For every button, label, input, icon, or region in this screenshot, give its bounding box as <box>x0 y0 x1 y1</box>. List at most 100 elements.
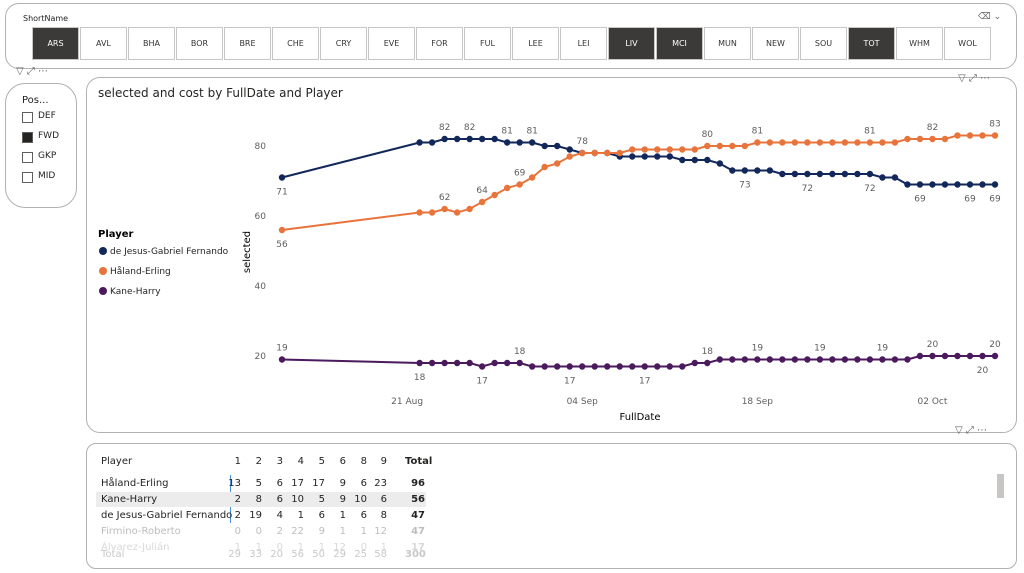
cell-value: 6 <box>276 494 283 505</box>
point <box>278 226 286 234</box>
checkbox[interactable] <box>22 152 33 163</box>
legend-marker <box>99 247 107 255</box>
point <box>966 352 974 360</box>
point <box>441 205 448 213</box>
visual-header[interactable]: ▽ ⤢ ⋯ <box>958 73 991 84</box>
data-label: 18 <box>702 347 714 357</box>
point <box>453 135 461 143</box>
point <box>891 139 899 146</box>
point <box>954 352 961 360</box>
point <box>866 170 874 178</box>
slicer-tools[interactable]: ⌫ ⌄ <box>978 12 1002 22</box>
slicer-button[interactable]: SOU <box>800 27 847 60</box>
point <box>804 356 811 363</box>
point <box>416 139 423 146</box>
point <box>941 181 949 188</box>
x-tick-label: 02 Oct <box>918 397 948 407</box>
column-header: 2 <box>255 456 262 467</box>
slicer-button[interactable]: AVL <box>80 27 127 60</box>
point <box>553 142 561 150</box>
checkbox[interactable] <box>22 172 33 183</box>
point <box>754 139 761 146</box>
point <box>716 356 724 363</box>
point <box>954 132 961 139</box>
point <box>491 191 498 199</box>
cell-value: 1 <box>297 542 304 553</box>
point <box>541 363 548 370</box>
cell-value: 1 <box>318 542 325 553</box>
point <box>816 170 824 178</box>
point <box>979 132 986 139</box>
data-label: 20 <box>977 366 989 376</box>
point <box>929 135 936 143</box>
slicer-button[interactable]: WOL <box>944 27 991 60</box>
point <box>641 146 648 153</box>
point <box>716 142 724 150</box>
point <box>741 167 749 174</box>
point <box>679 146 686 153</box>
slicer-button[interactable]: MCI <box>656 27 703 60</box>
checkbox[interactable] <box>22 112 33 123</box>
slicer-button[interactable]: BOR <box>176 27 223 60</box>
slicer-button[interactable]: BRE <box>224 27 271 60</box>
point <box>466 135 473 143</box>
slicer-button[interactable]: LEE <box>512 27 559 60</box>
point <box>654 153 661 160</box>
slicer-button[interactable]: EVE <box>368 27 415 60</box>
data-label: 82 <box>927 123 938 133</box>
checkbox-label: DEF <box>38 111 56 121</box>
data-label: 69 <box>964 195 976 205</box>
point <box>641 363 648 370</box>
point <box>941 352 949 360</box>
column-header: 1 <box>234 456 241 467</box>
point <box>503 359 511 367</box>
cell-value: 47 <box>411 510 425 521</box>
cell-value: 56 <box>411 494 425 505</box>
cell-value: 29 <box>228 549 241 560</box>
cell-value: 1 <box>339 510 346 521</box>
slicer-button[interactable]: WHM <box>896 27 943 60</box>
point <box>416 209 423 216</box>
slicer-button[interactable]: FUL <box>464 27 511 60</box>
cell-value: 17 <box>411 542 425 553</box>
slicer-button[interactable]: FOR <box>416 27 463 60</box>
data-label: 73 <box>739 181 750 191</box>
row-highlight <box>96 492 426 507</box>
cell-value: 22 <box>291 526 304 537</box>
slicer-button[interactable]: NEW <box>752 27 799 60</box>
data-label: 82 <box>439 123 450 133</box>
cell-value: 20 <box>270 549 283 560</box>
slicer-button[interactable]: ARS <box>32 27 79 60</box>
cell-value: 13 <box>228 478 241 489</box>
slicer-button[interactable]: LEI <box>560 27 607 60</box>
point <box>704 142 711 150</box>
cell-value: 12 <box>374 526 387 537</box>
slicer-button[interactable]: MUN <box>704 27 751 60</box>
slicer-button[interactable]: BHA <box>128 27 175 60</box>
cell-value: 2 <box>234 494 241 505</box>
visual-header[interactable]: ▽ ⤢ ⋯ <box>16 66 49 77</box>
cell-value: 300 <box>405 549 426 560</box>
slicer-button[interactable]: LIV <box>608 27 655 60</box>
point <box>604 149 611 157</box>
slicer-button[interactable]: CRY <box>320 27 367 60</box>
point <box>679 156 686 164</box>
legend-marker <box>99 287 107 295</box>
scrollbar[interactable] <box>997 474 1004 498</box>
slicer-button[interactable]: CHE <box>272 27 319 60</box>
data-label: 19 <box>752 344 764 354</box>
point <box>466 205 473 213</box>
y-tick-label: 20 <box>255 352 267 362</box>
checkbox[interactable] <box>22 132 33 143</box>
x-tick-label: 04 Sep <box>567 397 599 407</box>
point <box>754 356 761 363</box>
data-label: 81 <box>864 127 875 137</box>
cell-value: 9 <box>339 494 346 505</box>
cell-value: 6 <box>318 510 325 521</box>
point <box>979 352 986 360</box>
slicer-button[interactable]: TOT <box>848 27 895 60</box>
point <box>741 356 749 363</box>
point <box>766 167 774 174</box>
visual-header[interactable]: ▽ ⤢ ⋯ <box>955 425 988 436</box>
point <box>754 167 761 174</box>
